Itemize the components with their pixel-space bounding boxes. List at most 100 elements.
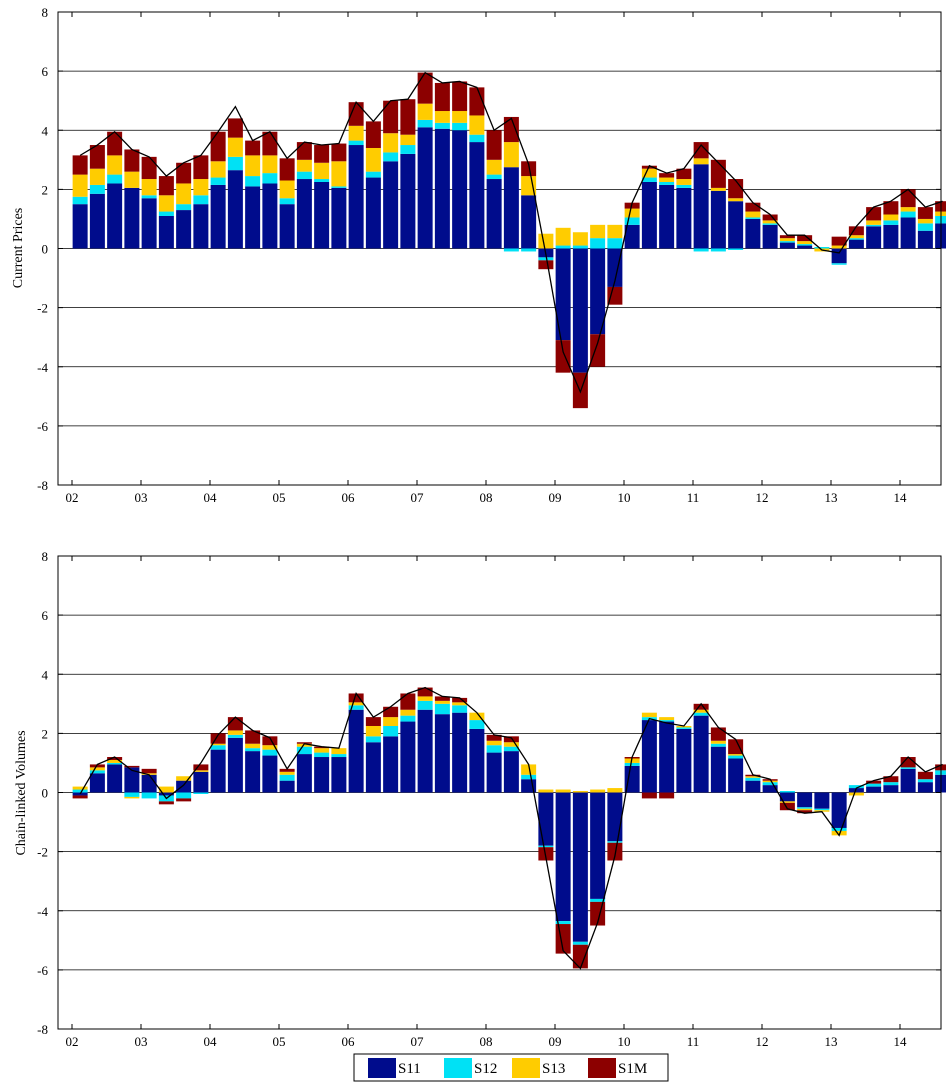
bar-s11 <box>848 239 864 249</box>
bar-s1m <box>400 99 416 135</box>
bar-s11 <box>400 153 416 249</box>
bar-s1m <box>365 121 381 148</box>
bar-s11 <box>624 765 640 793</box>
bar-s1m <box>917 207 933 219</box>
bar-s1m <box>158 176 174 196</box>
y-tick-label: -4 <box>37 360 48 375</box>
bar-s13 <box>503 142 519 168</box>
bar-s1m <box>124 765 140 768</box>
bar-s12 <box>383 152 399 162</box>
bar-s11 <box>486 179 502 249</box>
bar-s1m <box>486 734 502 741</box>
bar-s12 <box>262 173 278 184</box>
bar-s13 <box>745 776 761 778</box>
bar-s12 <box>107 174 123 184</box>
legend-swatch-s13 <box>512 1058 540 1078</box>
bar-s11 <box>659 184 675 249</box>
bar-s13 <box>848 235 864 239</box>
x-tick-label: 07 <box>411 490 425 505</box>
bar-s12 <box>348 140 364 146</box>
bar-s12 <box>814 247 830 249</box>
bar-s1m <box>383 706 399 718</box>
bar-s12 <box>434 122 450 129</box>
bar-s13 <box>728 198 744 202</box>
bar-s1m <box>486 130 502 160</box>
x-tick-label: 06 <box>342 1034 356 1049</box>
x-tick-label: 03 <box>135 1034 148 1049</box>
x-tick-label: 11 <box>687 1034 700 1049</box>
bar-s12 <box>883 782 899 786</box>
bar-s11 <box>279 780 295 793</box>
bar-s11 <box>107 183 123 249</box>
bar-s11 <box>193 771 209 793</box>
bar-s11 <box>659 721 675 793</box>
bar-s13 <box>434 700 450 704</box>
bar-s12 <box>917 779 933 783</box>
bar-s11 <box>676 728 692 793</box>
y-tick-label: -6 <box>37 963 48 978</box>
bar-s13 <box>417 696 433 701</box>
bar-s11 <box>141 774 157 793</box>
y-tick-label: -4 <box>37 904 48 919</box>
bar-s13 <box>72 786 88 790</box>
bar-s13 <box>383 133 399 153</box>
bar-s12 <box>866 783 882 787</box>
bar-s12 <box>866 224 882 227</box>
bar-s11 <box>693 164 709 249</box>
bar-s12 <box>779 791 795 793</box>
bar-s12 <box>452 705 468 713</box>
bar-s11 <box>641 181 657 249</box>
bar-s13 <box>676 179 692 185</box>
bar-s1m <box>676 168 692 180</box>
bar-s13 <box>521 764 537 775</box>
bar-s11 <box>417 127 433 249</box>
bar-s11 <box>710 746 726 793</box>
bar-s1m <box>400 693 416 710</box>
bar-s11 <box>590 248 606 335</box>
bar-s13 <box>572 791 588 793</box>
bar-s12 <box>503 746 519 752</box>
bar-s11 <box>279 204 295 249</box>
bar-s13 <box>710 740 726 744</box>
bar-s12 <box>296 171 312 180</box>
bar-s11 <box>779 242 795 249</box>
x-tick-label: 13 <box>825 490 838 505</box>
bar-s12 <box>469 134 485 143</box>
bar-s13 <box>590 224 606 239</box>
bar-s13 <box>797 241 813 245</box>
bar-s11 <box>72 204 88 249</box>
bar-s1m <box>176 798 192 802</box>
bar-s11 <box>452 712 468 793</box>
bar-s13 <box>762 220 778 224</box>
bar-s13 <box>452 702 468 706</box>
bar-s1m <box>227 118 243 138</box>
x-tick-label: 06 <box>342 490 356 505</box>
x-tick-label: 12 <box>756 1034 769 1049</box>
y-tick-label: 8 <box>42 5 49 20</box>
bar-s1m <box>503 736 519 743</box>
bar-s11 <box>848 788 864 793</box>
bar-s11 <box>383 736 399 793</box>
bar-s13 <box>279 180 295 199</box>
bar-s13 <box>89 168 105 185</box>
bar-s12 <box>745 777 761 781</box>
bar-s11 <box>227 737 243 793</box>
bar-s12 <box>831 827 847 831</box>
bar-s13 <box>141 179 157 196</box>
bar-s13 <box>348 125 364 141</box>
bar-s12 <box>72 196 88 205</box>
bar-s13 <box>555 789 571 793</box>
bar-s12 <box>227 156 243 171</box>
legend-label-s13: S13 <box>542 1061 565 1077</box>
bar-s11 <box>296 179 312 249</box>
bar-s1m <box>745 202 761 212</box>
bar-s13 <box>710 187 726 191</box>
y-tick-label: 0 <box>42 786 49 801</box>
bar-s1m <box>193 155 209 180</box>
bar-s11 <box>314 181 330 249</box>
bar-s1m <box>900 189 916 208</box>
bar-s1m <box>555 340 571 373</box>
bar-s1m <box>693 703 709 710</box>
bar-s13 <box>745 211 761 218</box>
